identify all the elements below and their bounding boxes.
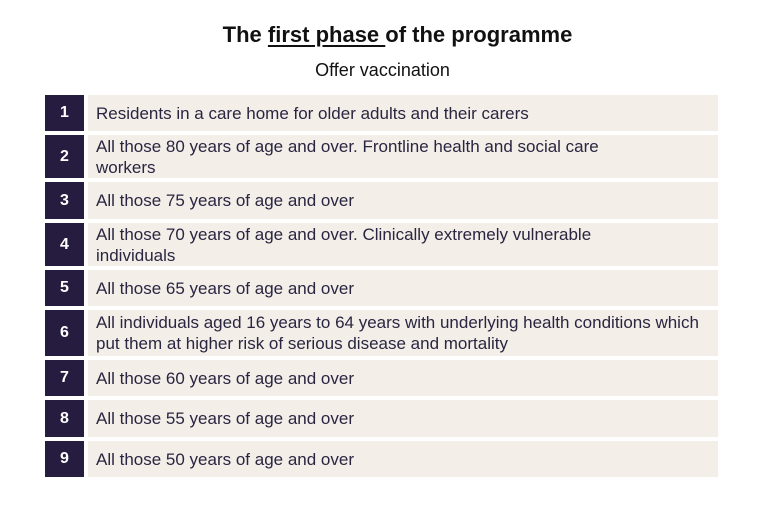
priority-number: 2 [45, 135, 84, 178]
table-row: 9 All those 50 years of age and over [45, 441, 718, 477]
table-row: 1 Residents in a care home for older adul… [45, 95, 718, 131]
priority-description: All those 65 years of age and over [88, 270, 718, 306]
priority-description: All those 60 years of age and over [88, 360, 718, 396]
title-part: of the programme [385, 22, 573, 47]
priority-description: Residents in a care home for older adult… [88, 95, 718, 131]
priority-number: 1 [45, 95, 84, 131]
table-row: 3 All those 75 years of age and over [45, 182, 718, 219]
title-underlined: first phase [267, 22, 386, 47]
priority-number: 3 [45, 182, 84, 219]
priority-number: 9 [45, 441, 84, 477]
priority-description: All those 70 years of age and over. Clin… [88, 223, 718, 266]
subtitle: Offer vaccination [315, 60, 450, 80]
priority-number: 7 [45, 360, 84, 396]
priority-description: All those 80 years of age and over. Fron… [88, 135, 718, 178]
priority-description: All those 50 years of age and over [88, 441, 718, 477]
priority-number: 6 [45, 310, 84, 356]
page-title: The first phase of the programme [0, 22, 768, 48]
priority-description: All those 75 years of age and over [88, 182, 718, 219]
table-row: 2 All those 80 years of age and over. Fro… [45, 135, 718, 178]
table-row: 4 All those 70 years of age and over. Cli… [45, 223, 718, 266]
title-part: The [222, 22, 268, 47]
priority-description: All those 55 years of age and over [88, 400, 718, 437]
priority-number: 4 [45, 223, 84, 266]
table-row: 5 All those 65 years of age and over [45, 270, 718, 306]
priority-number: 5 [45, 270, 84, 306]
table-row: 8 All those 55 years of age and over [45, 400, 718, 437]
table-row: 6 All individuals aged 16 years to 64 yea… [45, 310, 718, 356]
priority-number: 8 [45, 400, 84, 437]
table-row: 7 All those 60 years of age and over [45, 360, 718, 396]
priority-description: All individuals aged 16 years to 64 year… [88, 310, 718, 356]
